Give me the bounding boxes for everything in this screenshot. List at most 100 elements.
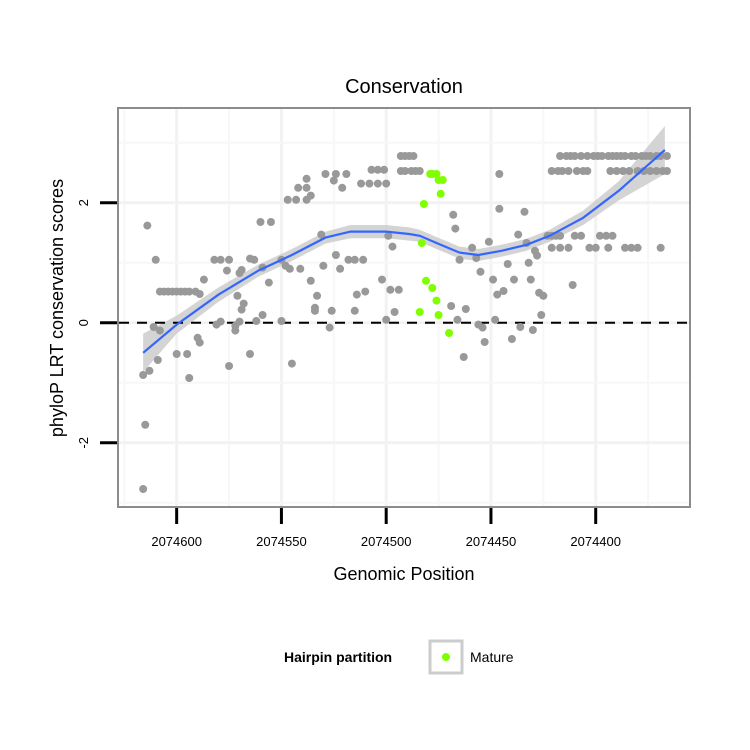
data-point	[491, 315, 500, 324]
data-point	[390, 308, 399, 316]
data-point	[359, 255, 368, 264]
data-point	[225, 362, 234, 370]
data-point	[246, 350, 254, 358]
y-axis: -2 0 2	[76, 199, 117, 449]
mature-point	[432, 170, 441, 178]
data-point	[625, 167, 634, 175]
data-point	[382, 315, 391, 324]
x-tick-label: 2074400	[570, 534, 621, 549]
data-point	[302, 183, 311, 192]
data-point	[524, 258, 533, 267]
data-point	[172, 350, 181, 358]
data-point	[373, 165, 382, 174]
data-point	[145, 366, 154, 375]
data-point	[564, 167, 573, 175]
data-point	[514, 230, 523, 239]
smooth-line	[142, 149, 666, 354]
data-point	[495, 170, 504, 178]
mature-point	[436, 189, 445, 198]
x-axis: 2074600 2074550 2074500 2074450 2074400	[151, 508, 621, 549]
data-point	[621, 243, 630, 252]
data-point	[459, 353, 468, 361]
data-point	[461, 305, 470, 313]
data-point	[533, 251, 542, 260]
x-axis-title: Genomic Position	[333, 564, 474, 584]
mature-point	[415, 308, 424, 316]
data-point	[384, 231, 393, 240]
data-point	[516, 323, 525, 331]
data-point	[656, 243, 665, 252]
data-point	[606, 167, 615, 175]
data-point	[141, 420, 150, 429]
data-point	[195, 290, 204, 298]
data-point	[604, 243, 613, 252]
data-point	[583, 152, 592, 160]
data-point	[317, 230, 326, 239]
data-point	[352, 290, 361, 299]
data-point	[618, 167, 627, 175]
data-point	[252, 317, 261, 325]
data-point	[570, 231, 579, 240]
data-point	[296, 264, 305, 273]
data-point	[155, 326, 164, 335]
data-point	[139, 485, 148, 493]
data-point	[225, 255, 234, 264]
data-point	[556, 243, 565, 252]
x-tick-label: 2074450	[466, 534, 517, 549]
legend: Hairpin partition Mature	[284, 639, 514, 675]
data-point	[325, 323, 334, 332]
data-point	[382, 179, 391, 188]
data-point	[568, 281, 577, 289]
data-point	[222, 266, 231, 275]
mature-point	[419, 200, 428, 208]
data-point	[361, 287, 370, 296]
data-point	[287, 359, 296, 368]
data-point	[139, 371, 148, 379]
data-point	[344, 255, 353, 264]
data-point	[583, 167, 592, 175]
data-point	[231, 321, 240, 330]
data-point	[631, 152, 640, 160]
data-point	[595, 231, 604, 240]
data-point	[388, 242, 397, 251]
data-point	[495, 204, 504, 213]
data-point	[306, 276, 315, 285]
data-point	[378, 275, 386, 284]
data-point	[216, 255, 225, 264]
mature-point	[432, 296, 441, 305]
data-point	[153, 356, 162, 364]
data-point	[633, 243, 642, 252]
data-point	[528, 326, 537, 334]
data-point	[591, 243, 600, 252]
data-point	[556, 152, 565, 160]
data-point	[350, 255, 359, 264]
data-point	[468, 243, 477, 252]
data-point	[185, 287, 194, 296]
data-point	[539, 291, 548, 300]
mature-point	[417, 239, 426, 247]
data-point	[662, 152, 671, 160]
data-point	[357, 179, 366, 188]
data-point	[210, 255, 219, 264]
data-point	[185, 374, 194, 382]
data-point	[510, 275, 518, 284]
data-point	[662, 167, 671, 175]
data-point	[415, 167, 424, 175]
data-point	[608, 231, 617, 240]
data-point	[602, 231, 611, 240]
data-point	[310, 306, 319, 315]
data-point	[646, 152, 655, 160]
data-point	[401, 167, 410, 175]
data-point	[237, 266, 246, 274]
data-point	[570, 152, 579, 160]
data-point	[292, 195, 301, 204]
data-point	[266, 218, 275, 226]
legend-label-mature: Mature	[470, 649, 514, 665]
mature-point	[422, 276, 430, 285]
data-point	[302, 174, 311, 183]
data-point	[283, 195, 292, 204]
data-point	[233, 291, 242, 300]
data-point	[447, 302, 456, 310]
data-point	[239, 299, 248, 308]
y-tick-label: 0	[76, 319, 91, 326]
